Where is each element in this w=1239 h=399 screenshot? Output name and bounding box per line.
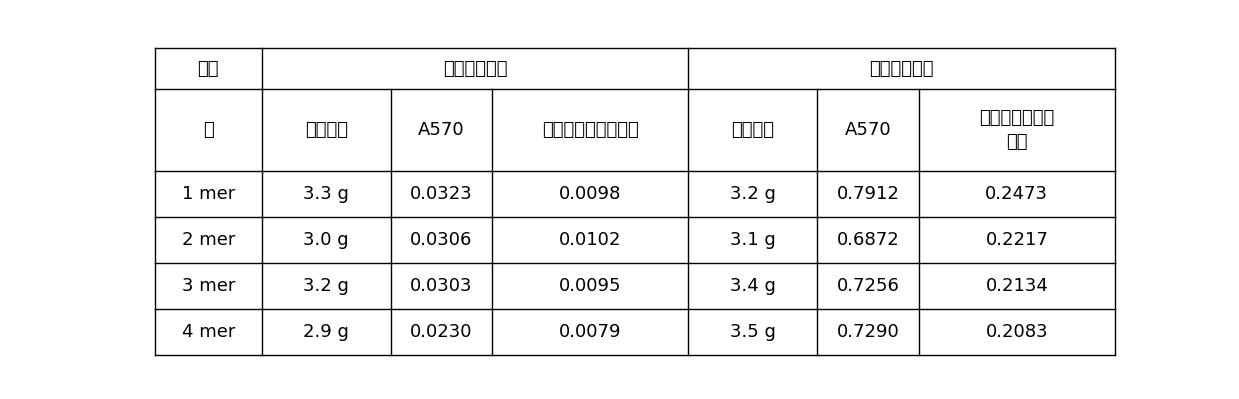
Text: 0.0306: 0.0306 bbox=[410, 231, 472, 249]
Text: 3 mer: 3 mer bbox=[182, 277, 235, 295]
Text: 2 mer: 2 mer bbox=[182, 231, 235, 249]
Text: 3.3 g: 3.3 g bbox=[304, 185, 349, 203]
Text: 数: 数 bbox=[203, 121, 213, 139]
Text: 0.2217: 0.2217 bbox=[985, 231, 1048, 249]
Text: 0.0095: 0.0095 bbox=[559, 277, 621, 295]
Text: 1 mer: 1 mer bbox=[182, 185, 235, 203]
Text: 每毫克肽树脂吸: 每毫克肽树脂吸 bbox=[979, 109, 1054, 127]
Text: 3.2 g: 3.2 g bbox=[304, 277, 349, 295]
Text: 0.6872: 0.6872 bbox=[836, 231, 900, 249]
Text: 3.2 g: 3.2 g bbox=[730, 185, 776, 203]
Text: 0.0323: 0.0323 bbox=[410, 185, 472, 203]
Text: 光值: 光值 bbox=[1006, 133, 1027, 151]
Text: 3.5 g: 3.5 g bbox=[730, 323, 776, 341]
Text: 0.2083: 0.2083 bbox=[985, 323, 1048, 341]
Text: 常规方法检测: 常规方法检测 bbox=[442, 59, 507, 78]
Text: 改进茚三酮法: 改进茚三酮法 bbox=[870, 59, 934, 78]
Text: 3.0 g: 3.0 g bbox=[304, 231, 349, 249]
Text: A570: A570 bbox=[418, 121, 465, 139]
Text: 0.2473: 0.2473 bbox=[985, 185, 1048, 203]
Text: 4 mer: 4 mer bbox=[182, 323, 235, 341]
Text: 3.1 g: 3.1 g bbox=[730, 231, 776, 249]
Text: 0.0230: 0.0230 bbox=[410, 323, 472, 341]
Text: 2.9 g: 2.9 g bbox=[304, 323, 349, 341]
Text: 0.0079: 0.0079 bbox=[559, 323, 621, 341]
Text: 0.0303: 0.0303 bbox=[410, 277, 472, 295]
Text: 称量克数: 称量克数 bbox=[305, 121, 348, 139]
Text: A570: A570 bbox=[845, 121, 891, 139]
Text: 0.0102: 0.0102 bbox=[559, 231, 621, 249]
Text: 0.2134: 0.2134 bbox=[985, 277, 1048, 295]
Text: 3.4 g: 3.4 g bbox=[730, 277, 776, 295]
Text: 0.7290: 0.7290 bbox=[836, 323, 900, 341]
Text: 0.7256: 0.7256 bbox=[836, 277, 900, 295]
Text: 摩尔: 摩尔 bbox=[197, 59, 219, 78]
Text: 0.7912: 0.7912 bbox=[836, 185, 900, 203]
Text: 称量克数: 称量克数 bbox=[731, 121, 774, 139]
Text: 0.0098: 0.0098 bbox=[559, 185, 621, 203]
Text: 每毫克肽树脂吸光值: 每毫克肽树脂吸光值 bbox=[541, 121, 638, 139]
